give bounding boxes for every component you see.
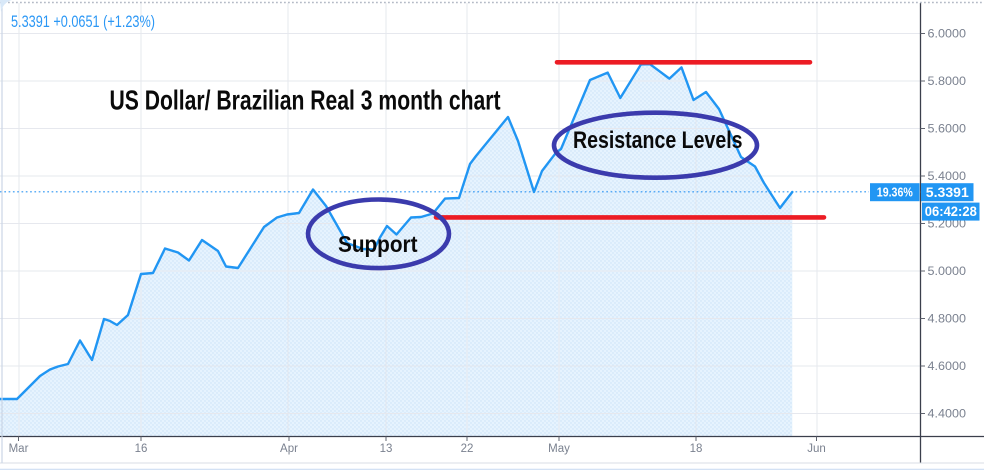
- svg-text:US Dollar/ Brazilian Real 3 mo: US Dollar/ Brazilian Real 3 month chart: [110, 85, 501, 116]
- svg-text:Apr: Apr: [280, 443, 298, 455]
- svg-text:Support: Support: [338, 231, 418, 257]
- svg-text:4.8000: 4.8000: [928, 314, 967, 326]
- svg-text:16: 16: [135, 443, 148, 455]
- svg-text:19.36%: 19.36%: [877, 185, 913, 200]
- svg-text:5.6000: 5.6000: [928, 124, 967, 136]
- svg-text:13: 13: [380, 443, 393, 455]
- svg-text:5.3391 +0.0651 (+1.23%): 5.3391 +0.0651 (+1.23%): [11, 13, 155, 31]
- svg-text:5.3391: 5.3391: [926, 185, 970, 200]
- svg-text:5.2000: 5.2000: [928, 219, 967, 231]
- svg-text:22: 22: [461, 443, 474, 455]
- svg-text:4.6000: 4.6000: [928, 361, 967, 373]
- svg-text:5.4000: 5.4000: [928, 171, 967, 183]
- svg-text:5.0000: 5.0000: [928, 266, 967, 278]
- svg-text:06:42:28: 06:42:28: [925, 204, 977, 219]
- svg-text:6.0000: 6.0000: [928, 29, 967, 41]
- svg-text:Resistance Levels: Resistance Levels: [573, 127, 743, 154]
- svg-text:Jun: Jun: [807, 443, 826, 455]
- svg-text:5.8000: 5.8000: [928, 76, 967, 88]
- svg-text:4.4000: 4.4000: [928, 409, 967, 421]
- svg-text:Mar: Mar: [9, 443, 29, 455]
- svg-text:May: May: [548, 443, 570, 455]
- svg-text:18: 18: [690, 443, 703, 455]
